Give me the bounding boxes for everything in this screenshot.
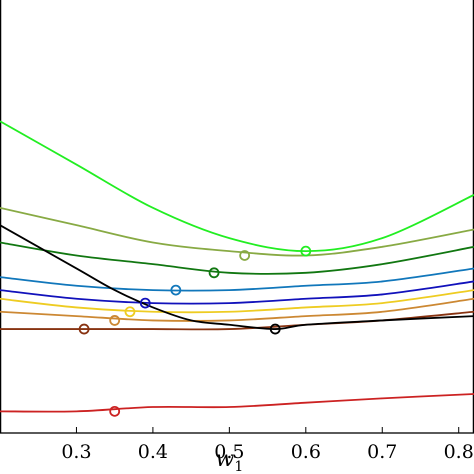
min-marker-4 bbox=[170, 284, 182, 296]
x-axis-label: w1 bbox=[215, 447, 243, 474]
min-marker-6 bbox=[124, 306, 136, 318]
x-tick-label: 0.4 bbox=[138, 441, 168, 463]
min-marker-9 bbox=[269, 323, 281, 335]
series-line-1 bbox=[0, 120, 474, 253]
min-marker-2 bbox=[239, 250, 251, 261]
series-line-10 bbox=[0, 393, 474, 413]
x-axis-label-main: w bbox=[215, 447, 234, 472]
x-axis-label-subscript: 1 bbox=[234, 459, 243, 474]
min-marker-8 bbox=[78, 323, 90, 335]
series-line-9 bbox=[0, 224, 474, 330]
series-line-3 bbox=[0, 241, 474, 275]
series-line-6 bbox=[0, 289, 474, 314]
x-tick-label: 0.8 bbox=[444, 441, 474, 463]
x-tick-label: 0.5 bbox=[214, 441, 244, 463]
axes-frame bbox=[0, 0, 474, 434]
series-line-4 bbox=[0, 267, 474, 292]
x-tick-label: 0.7 bbox=[367, 441, 397, 463]
series-layer bbox=[0, 120, 474, 413]
min-marker-7 bbox=[109, 315, 121, 326]
min-marker-10 bbox=[109, 405, 121, 417]
x-tick-label: 0.6 bbox=[291, 441, 321, 463]
plot-area: 0.3 0.4 0.5 0.6 0.7 0.8 bbox=[0, 0, 474, 463]
x-axis-ticks: 0.3 0.4 0.5 0.6 0.7 0.8 bbox=[61, 427, 474, 463]
min-marker-1 bbox=[300, 245, 312, 257]
series-line-7 bbox=[0, 297, 474, 322]
x-tick-label: 0.3 bbox=[61, 441, 91, 463]
min-marker-3 bbox=[208, 267, 220, 279]
min-marker-5 bbox=[139, 297, 151, 309]
marker-layer bbox=[78, 245, 312, 417]
series-line-5 bbox=[0, 280, 474, 305]
series-line-2 bbox=[0, 206, 474, 257]
